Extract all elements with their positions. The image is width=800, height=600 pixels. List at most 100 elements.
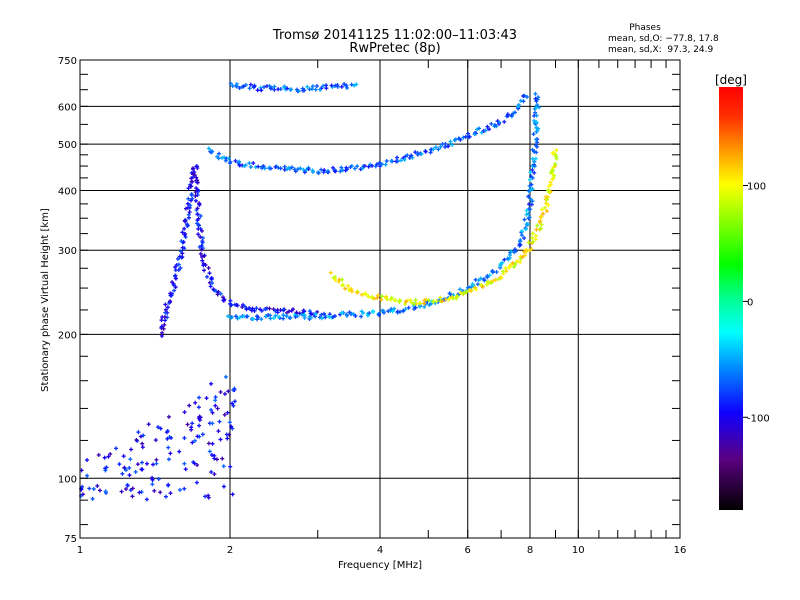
data-point: [422, 301, 427, 306]
data-point: [243, 304, 248, 309]
data-point: [153, 438, 158, 443]
data-point: [295, 167, 300, 172]
data-point: [102, 455, 107, 460]
data-point: [251, 317, 256, 322]
data-point: [218, 437, 223, 442]
data-point: [339, 165, 344, 170]
data-point: [461, 135, 466, 140]
data-point: [433, 145, 438, 150]
data-point: [207, 271, 212, 276]
data-point: [161, 326, 166, 331]
data-point: [529, 182, 534, 187]
data-point: [230, 492, 235, 497]
data-point: [511, 111, 516, 116]
data-point: [554, 156, 559, 161]
data-point: [190, 196, 195, 201]
data-point: [259, 308, 264, 313]
data-point: [448, 139, 453, 144]
data-point: [288, 315, 293, 320]
data-point: [195, 212, 200, 217]
data-point: [216, 289, 221, 294]
data-point: [548, 170, 553, 175]
data-point: [381, 310, 386, 315]
data-point: [197, 418, 202, 423]
data-point: [290, 307, 295, 312]
data-point: [533, 237, 538, 242]
colorbar-tick-label: 0: [747, 297, 753, 308]
data-point: [322, 168, 327, 173]
data-point: [500, 260, 505, 265]
data-point: [223, 374, 228, 379]
data-point: [198, 226, 203, 231]
data-point: [163, 318, 168, 323]
stats-heading: Phases: [629, 23, 661, 33]
data-point: [383, 162, 388, 167]
data-point: [120, 471, 125, 476]
data-point: [252, 308, 257, 313]
data-point: [450, 142, 455, 147]
data-point: [526, 188, 531, 193]
data-point: [539, 222, 544, 227]
data-point: [533, 143, 538, 148]
data-point: [523, 227, 528, 232]
data-point: [403, 301, 408, 306]
data-point: [423, 149, 428, 154]
data-point: [343, 286, 348, 291]
data-point: [218, 291, 223, 296]
data-point: [104, 465, 109, 470]
data-point: [228, 464, 233, 469]
data-point: [526, 240, 531, 245]
data-point: [217, 419, 222, 424]
data-point: [230, 84, 235, 89]
data-point: [551, 173, 556, 178]
data-point: [224, 432, 229, 437]
colorbar-label: [deg]: [715, 73, 747, 87]
data-point: [206, 146, 211, 151]
data-point: [166, 457, 171, 462]
data-point: [311, 169, 316, 174]
data-point: [248, 164, 253, 169]
data-point: [255, 317, 260, 322]
data-point: [276, 314, 281, 319]
data-point: [210, 421, 215, 426]
data-point: [139, 467, 144, 472]
data-point: [413, 150, 418, 155]
data-point: [515, 259, 520, 264]
data-point: [162, 314, 167, 319]
data-point: [181, 240, 186, 245]
data-point: [281, 313, 286, 318]
data-point: [329, 83, 334, 88]
data-point: [529, 202, 534, 207]
data-point: [182, 486, 187, 491]
data-point: [127, 465, 132, 470]
data-point: [232, 399, 237, 404]
data-point: [177, 254, 182, 259]
data-point: [125, 483, 130, 488]
data-point: [87, 486, 92, 491]
data-point: [212, 456, 217, 461]
data-point: [354, 82, 359, 87]
data-point: [532, 170, 537, 175]
data-point: [130, 494, 135, 499]
data-point: [493, 277, 498, 282]
data-point: [195, 463, 200, 468]
data-point: [349, 82, 354, 87]
data-point: [163, 302, 168, 307]
data-point: [362, 163, 367, 168]
data-point: [166, 414, 171, 419]
y-axis-label: Stationary phase Virtual Height [km]: [40, 208, 51, 392]
x-tick-label: 4: [377, 545, 383, 556]
data-point: [522, 253, 527, 258]
data-point: [278, 87, 283, 92]
data-point: [532, 159, 537, 164]
data-point: [186, 212, 191, 217]
data-point: [323, 315, 328, 320]
data-point: [528, 170, 533, 175]
data-point: [359, 309, 364, 314]
data-point: [200, 239, 205, 244]
data-point: [321, 83, 326, 88]
data-point: [525, 222, 530, 227]
data-point: [186, 196, 191, 201]
data-point: [222, 391, 227, 396]
data-point: [395, 155, 400, 160]
